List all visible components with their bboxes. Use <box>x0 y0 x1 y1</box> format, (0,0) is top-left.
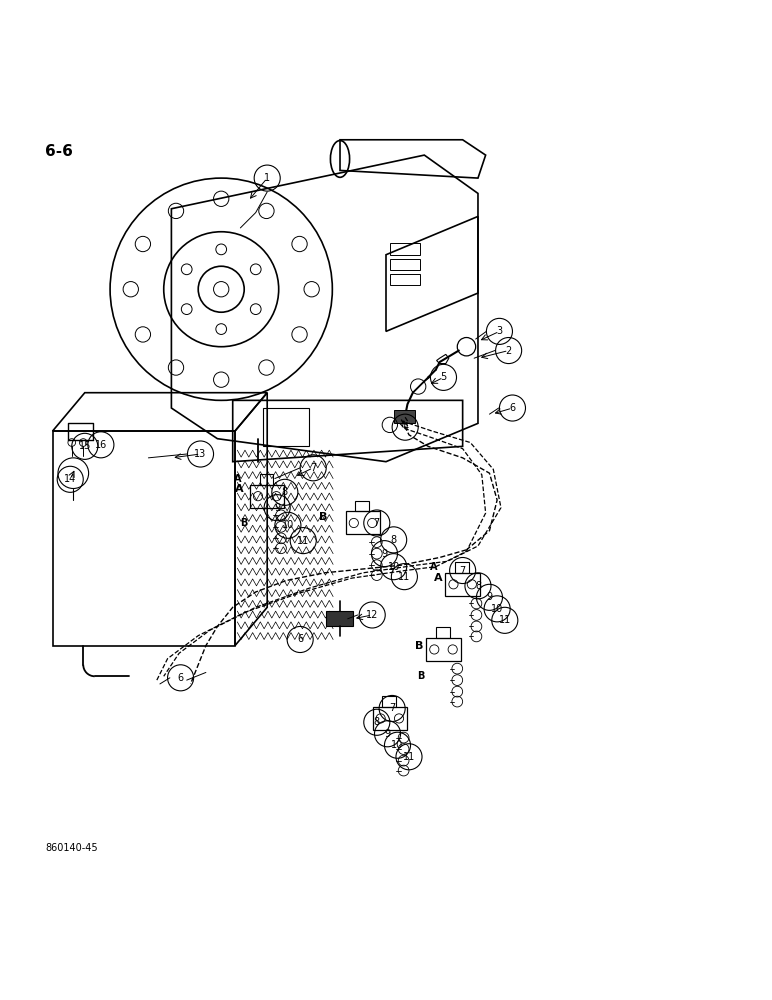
Text: 1: 1 <box>264 173 270 183</box>
Text: 16: 16 <box>95 440 107 450</box>
Text: 4: 4 <box>402 422 408 432</box>
Text: 15: 15 <box>79 441 91 451</box>
Text: 860140-45: 860140-45 <box>45 843 97 853</box>
Text: 11: 11 <box>499 615 511 625</box>
Text: 6: 6 <box>178 673 184 683</box>
Text: 2: 2 <box>506 346 512 356</box>
Text: B: B <box>415 641 423 651</box>
Text: 8: 8 <box>391 535 397 545</box>
Text: 13: 13 <box>195 449 207 459</box>
Text: 10: 10 <box>282 520 294 530</box>
Text: 6-6: 6-6 <box>45 144 73 159</box>
Text: B: B <box>319 512 327 522</box>
Text: B: B <box>241 518 248 528</box>
Text: 7: 7 <box>389 703 395 713</box>
Text: B: B <box>417 671 424 681</box>
Text: A: A <box>235 474 242 484</box>
Text: A: A <box>434 573 442 583</box>
Text: A: A <box>430 562 437 572</box>
Text: 8: 8 <box>282 487 288 497</box>
Text: 9: 9 <box>384 729 391 739</box>
Text: 11: 11 <box>398 572 411 582</box>
Text: 9: 9 <box>381 549 388 559</box>
Text: 11: 11 <box>403 752 415 762</box>
FancyBboxPatch shape <box>394 410 415 423</box>
Text: 6: 6 <box>297 634 303 644</box>
Text: 9: 9 <box>486 592 493 602</box>
FancyBboxPatch shape <box>327 611 353 626</box>
Text: 7: 7 <box>374 518 380 528</box>
Text: 6: 6 <box>510 403 516 413</box>
Text: 14: 14 <box>64 474 76 484</box>
Text: 7: 7 <box>459 566 466 576</box>
Text: 10: 10 <box>391 740 404 750</box>
Text: 7: 7 <box>310 463 317 473</box>
Text: 8: 8 <box>475 581 481 591</box>
Text: A: A <box>235 484 243 494</box>
Text: 8: 8 <box>374 717 380 727</box>
Text: 5: 5 <box>440 372 447 382</box>
Text: 3: 3 <box>496 326 503 336</box>
Text: 11: 11 <box>297 536 310 546</box>
Text: 10: 10 <box>491 604 503 614</box>
Text: 9: 9 <box>274 503 280 513</box>
Text: 12: 12 <box>366 610 378 620</box>
Text: 10: 10 <box>388 562 400 572</box>
